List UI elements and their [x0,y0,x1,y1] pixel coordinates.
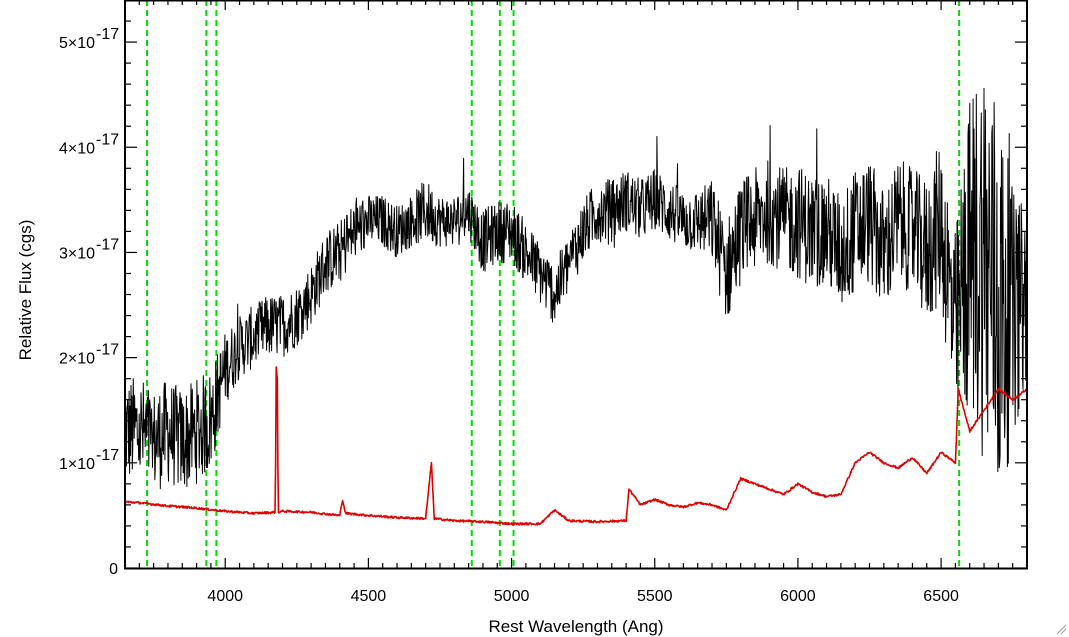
y-tick-label: 0 [109,561,118,578]
series-line-1 [125,366,1027,526]
y-tick-exponent: -17 [96,342,119,359]
y-tick-label: 2×10 [59,351,95,368]
x-tick-label: 6000 [780,588,816,605]
y-tick-exponent: -17 [96,236,119,253]
y-tick-label: 4×10 [59,140,95,157]
axis-ticks [125,0,1028,569]
series-layer [125,87,1027,526]
x-axis-title: Rest Wavelength (Ang) [488,617,663,636]
x-tick-label: 5500 [637,588,673,605]
tick-labels: 4000 4500 5000 5500 6000 650001×10-172×10-173… [59,26,959,605]
y-axis-title: Relative Flux (cgs) [16,220,35,361]
y-tick-label: 1×10 [59,456,95,473]
x-tick-label: 4500 [351,588,387,605]
y-tick-label: 5×10 [59,35,95,52]
y-tick-exponent: -17 [96,447,119,464]
y-tick-label: 3×10 [59,245,95,262]
plot-area [125,0,1027,568]
plot-frame [124,0,1028,570]
series-line-0 [125,87,1027,490]
resize-grip-icon[interactable] [1055,623,1067,635]
y-tick-exponent: -17 [96,131,119,148]
emission-line-markers [146,0,961,568]
x-tick-label: 6500 [923,588,959,605]
axes-frame [124,0,1028,570]
x-tick-label: 5000 [494,588,530,605]
y-tick-exponent: -17 [96,26,119,43]
x-tick-label: 4000 [207,588,243,605]
